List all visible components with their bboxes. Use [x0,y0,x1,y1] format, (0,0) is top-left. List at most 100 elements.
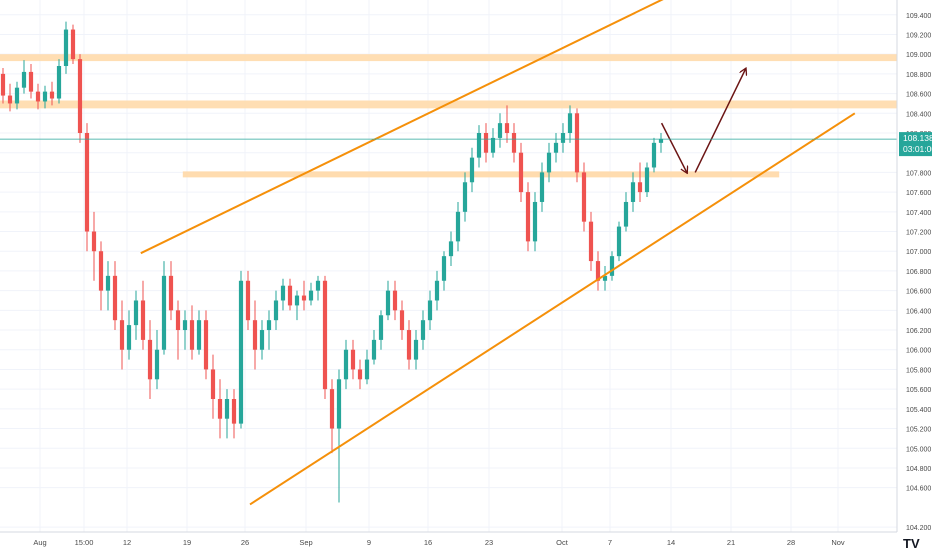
time-tick-label: 28 [787,538,795,547]
time-tick-label: 15:00 [75,538,94,547]
price-tick-label: 105.200 [906,427,931,434]
candle-body [595,261,601,281]
candle-body [385,290,391,316]
candle-body [476,133,482,158]
bar-countdown-label: 03:01:00 [903,144,932,154]
candle-body [322,280,328,390]
candle-body [210,369,216,399]
price-tick-label: 106.000 [906,348,931,355]
channel-lower-line [249,112,856,506]
time-axis[interactable]: Aug 15:00 12 19 26 Sep 9 16 23 Oct 7 14 21 28 Nov [0,531,897,547]
last-price-label: 108.138 [903,133,932,143]
price-tick-label: 106.600 [906,289,931,296]
price-tick-label: 107.200 [906,230,931,237]
candle-body [378,315,384,340]
candle-body [112,275,118,321]
candle-body [140,300,146,340]
price-tick-label: 104.800 [906,466,931,473]
candle-body [588,221,594,262]
candle-body [301,295,307,301]
candle-body [315,280,321,291]
candle-body [147,339,153,380]
candle-body [602,275,608,281]
candle-body [133,300,139,326]
candle-body [350,349,356,370]
time-tick-label: Sep [299,538,312,547]
resistance-zone [0,54,897,62]
candle-body [14,87,20,104]
candle-body [518,152,524,193]
candle-body [392,290,398,311]
candle-body [119,320,125,350]
last-price-marker: 108.138 03:01:00 [899,132,932,157]
price-tick-label: 105.000 [906,446,931,453]
candle-body [371,339,377,360]
candle-body [455,211,461,242]
candle-body [462,182,468,212]
candle-body [525,192,531,242]
price-tick-label: 107.400 [906,210,931,217]
candle-body [273,300,279,321]
candle-body [504,123,510,133]
time-tick-label: 26 [241,538,249,547]
time-tick-label: Oct [556,538,569,547]
candle-body [651,142,657,168]
candle-body [28,71,34,92]
candle-body [98,251,104,291]
candle-body [336,379,342,429]
tradingview-logo: TV [903,536,920,550]
candle-body [168,275,174,311]
time-tick-label: 7 [608,538,612,547]
candle-body [287,285,293,306]
candle-body [623,201,629,227]
candle-body [567,113,573,133]
candle-body [539,172,545,202]
candle-body [581,172,587,222]
candle-body [224,399,230,419]
projection-arrow [694,69,745,173]
candle-body [245,280,251,321]
candle-body [105,275,111,291]
candle-body [266,320,272,331]
time-tick-label: 23 [485,538,493,547]
candle-body [644,167,650,193]
candle-body [203,320,209,370]
price-tick-label: 107.000 [906,249,931,256]
price-tick-label: 105.800 [906,367,931,374]
price-tick-label: 107.600 [906,190,931,197]
candle-body [420,320,426,340]
candle-body [469,157,475,183]
price-tick-label: 108.800 [906,72,931,79]
candle-body [252,320,258,350]
candle-body [511,133,517,153]
price-tick-label: 106.200 [906,328,931,335]
time-tick-label: Aug [33,538,46,547]
candle-body [35,91,41,102]
candle-body [448,241,454,257]
channel-upper-line [140,0,664,255]
drawings [0,0,897,506]
candle-body [70,29,76,60]
candle-body [126,325,132,350]
candle-body [21,71,27,88]
candle-body [406,330,412,360]
candle-body [343,349,349,380]
candle-body [532,201,538,242]
candle-body [161,275,167,350]
projection-arrow [660,122,687,172]
time-tick-label: 19 [183,538,191,547]
candle-body [553,142,559,153]
time-tick-label: Nov [831,538,845,547]
price-tick-label: 109.400 [906,13,931,20]
candle-body [63,29,69,67]
candle-body [91,231,97,252]
price-tick-label: 108.600 [906,92,931,99]
candle-body [196,320,202,350]
candle-body [49,91,55,99]
candle-body [294,295,300,306]
candle-body [441,256,447,281]
candle-body [609,256,615,276]
candle-body [231,399,237,424]
